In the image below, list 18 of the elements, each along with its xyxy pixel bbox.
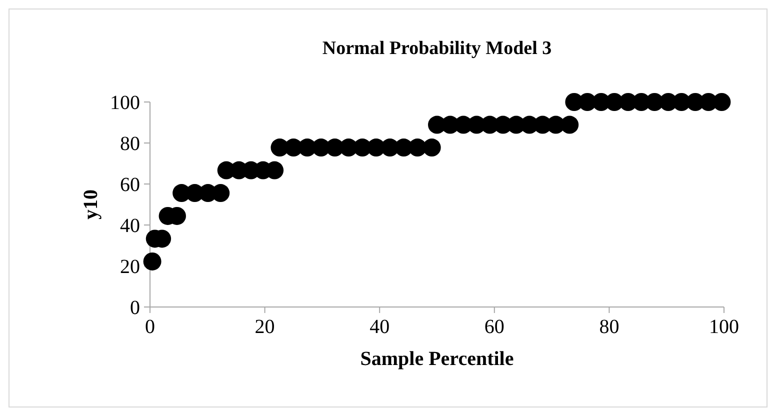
y-tick-label: 20: [120, 256, 140, 278]
x-axis-title: Sample Percentile: [360, 348, 514, 370]
chart-title: Normal Probability Model 3: [322, 38, 552, 59]
point: [143, 252, 162, 270]
x-tick-label: 20: [254, 316, 275, 338]
y-tick-label: 80: [120, 133, 140, 155]
point: [270, 138, 289, 156]
x-tick-label: 0: [145, 316, 155, 338]
x-tick-label: 100: [709, 316, 739, 338]
y-tick-label: 60: [120, 174, 140, 196]
y-axis-title: y10: [80, 190, 102, 220]
y-tick-label: 0: [130, 297, 140, 319]
x-tick-label: 60: [484, 316, 504, 338]
y-tick-label: 40: [120, 215, 140, 237]
x-tick-label: 80: [599, 316, 620, 338]
point: [428, 116, 446, 134]
y-tick-label: 100: [110, 92, 140, 114]
x-tick-label: 40: [370, 316, 390, 338]
